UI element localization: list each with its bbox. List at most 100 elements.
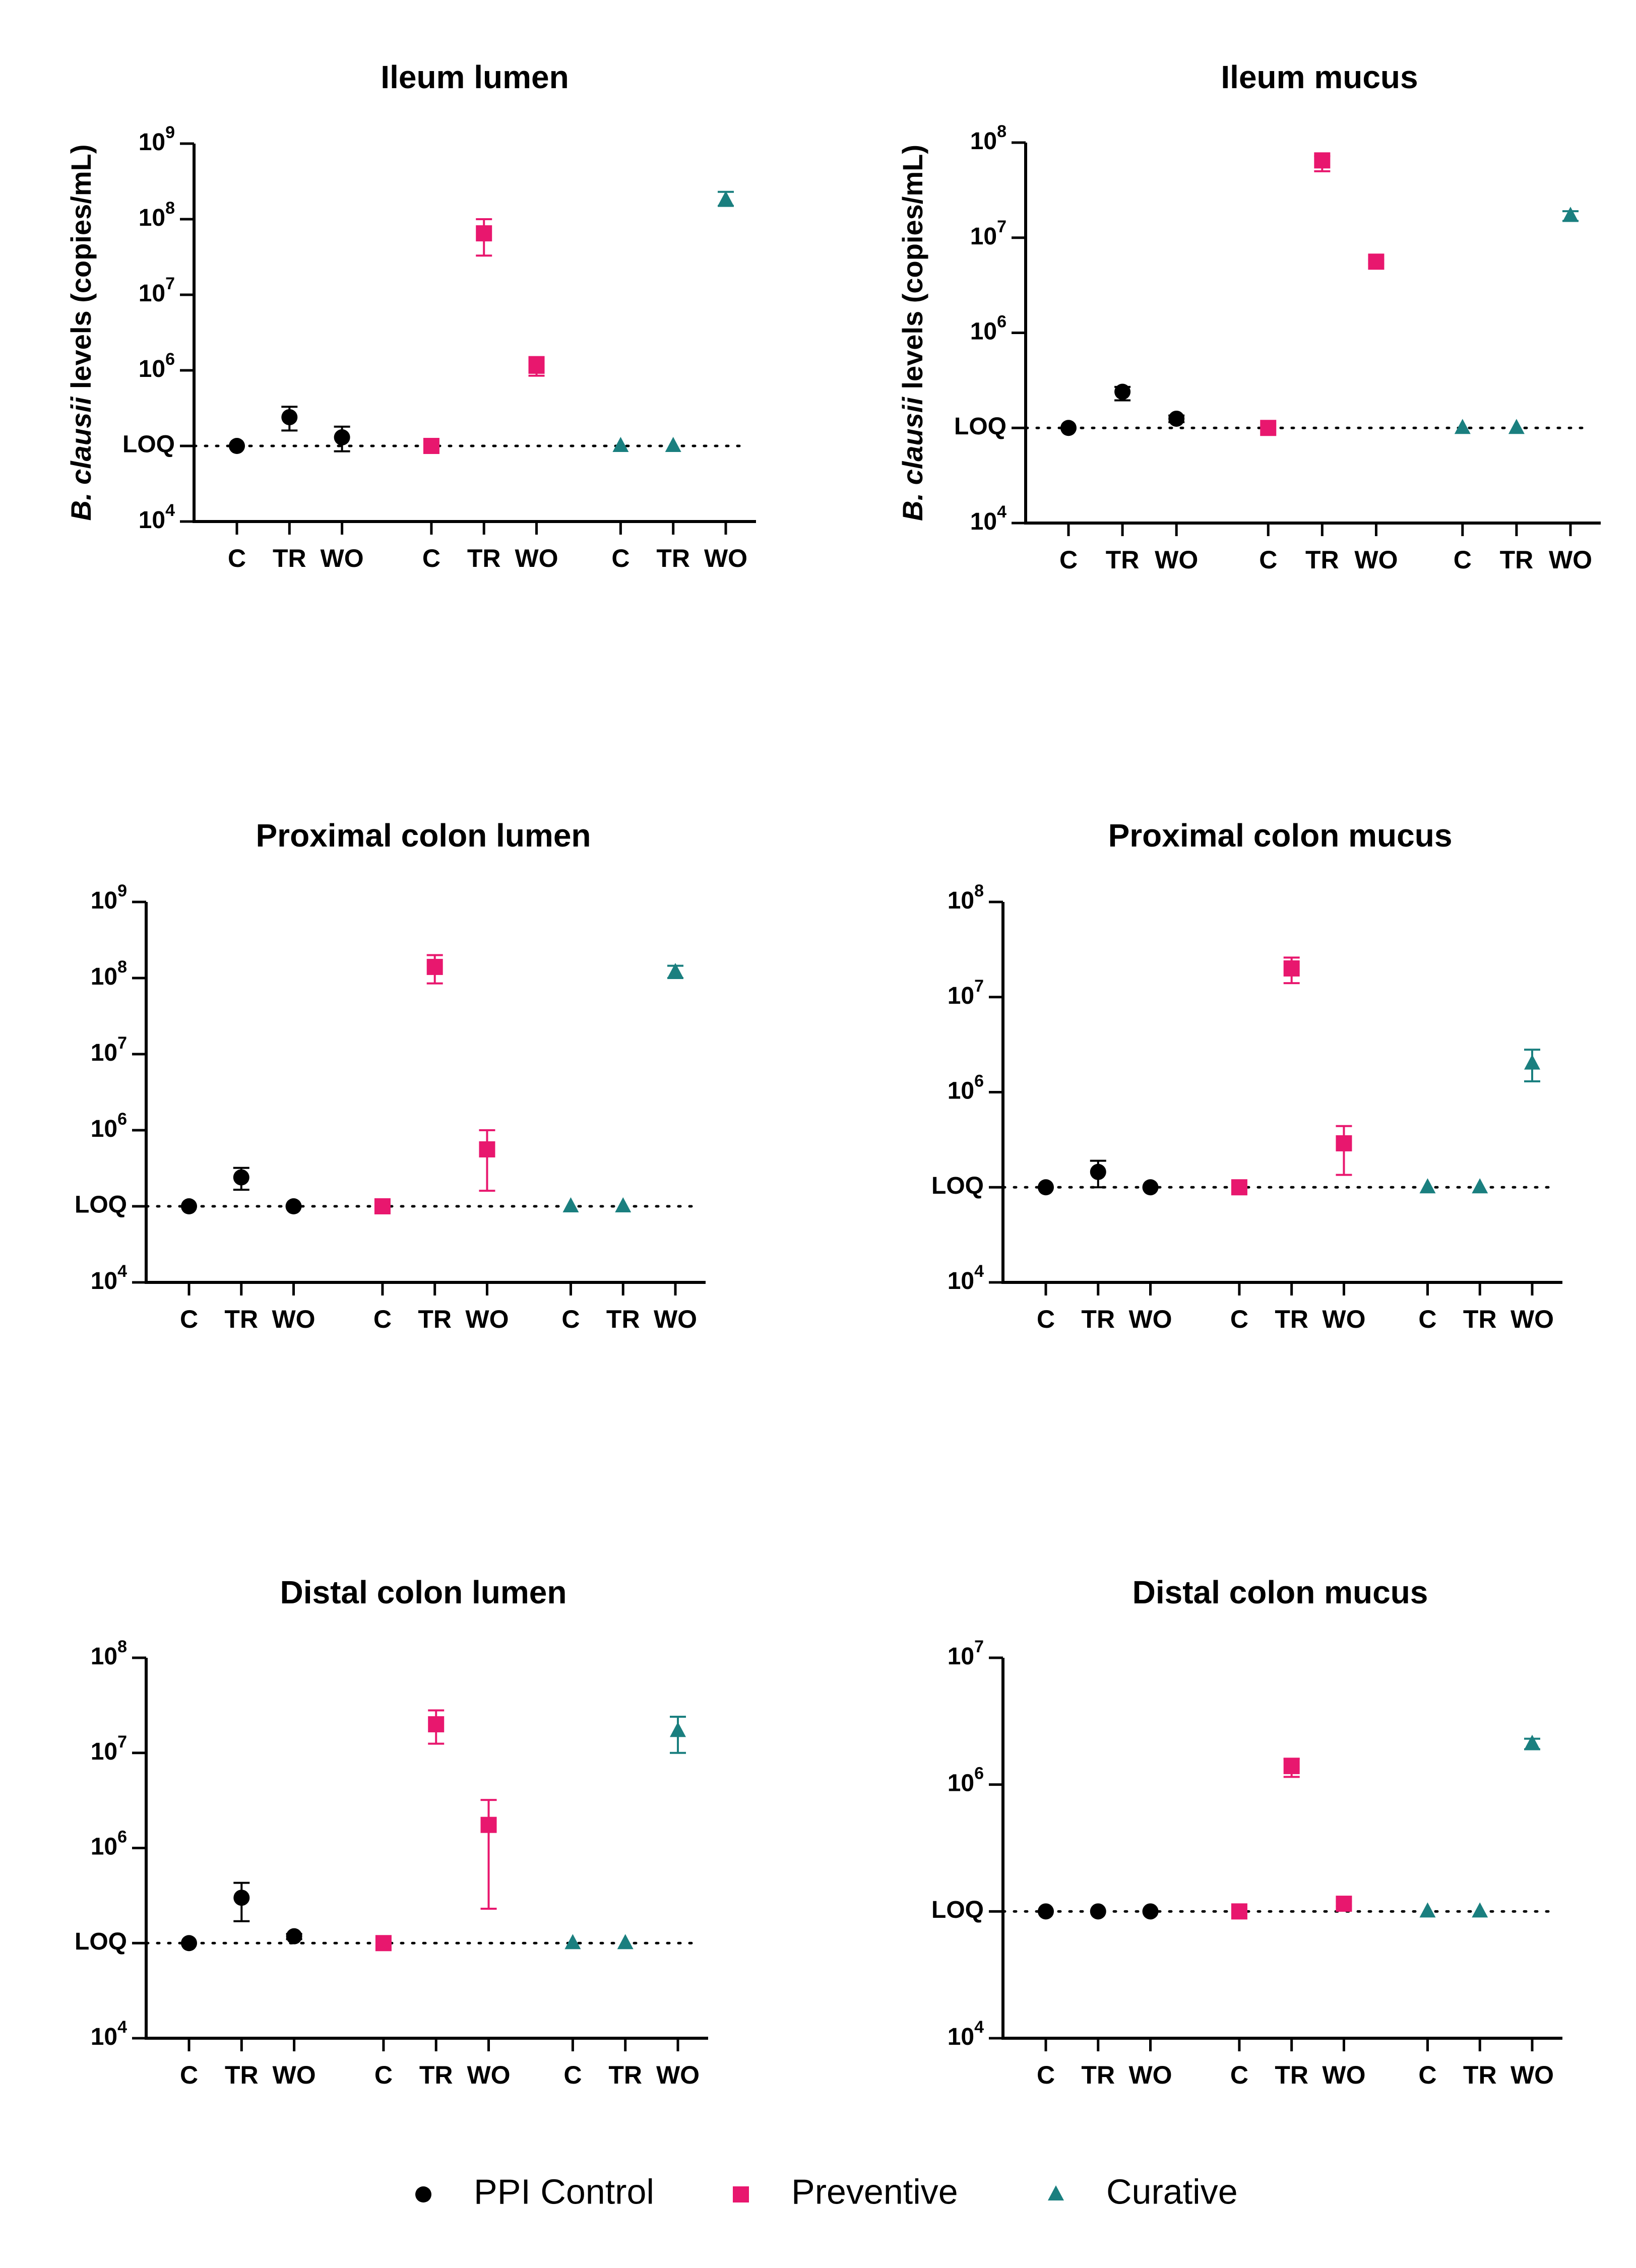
x-tick-label: WO <box>1549 546 1592 574</box>
chart-title: Distal colon lumen <box>280 1574 567 1610</box>
legend-marker <box>1048 2185 1064 2200</box>
data-point <box>1231 1179 1247 1196</box>
x-tick-label: C <box>180 2061 198 2089</box>
y-tick-label: 104 <box>970 502 1006 535</box>
data-point <box>1142 1179 1159 1196</box>
x-tick-label: C <box>373 1305 392 1333</box>
y-tick-label: 109 <box>139 123 175 156</box>
data-point <box>1336 1135 1352 1151</box>
x-tick-label: C <box>1454 546 1472 574</box>
x-tick-label: WO <box>1511 2061 1554 2089</box>
legend-marker <box>733 2186 749 2202</box>
x-tick-label: WO <box>272 1305 315 1333</box>
y-tick-label: 107 <box>948 1637 984 1670</box>
y-tick-label: 106 <box>91 1110 127 1142</box>
data-point <box>564 1934 581 1950</box>
data-point <box>528 357 545 374</box>
y-tick-label: 108 <box>139 199 175 231</box>
x-tick-label: C <box>1059 546 1078 574</box>
chart-title: Ileum lumen <box>381 59 569 95</box>
data-point <box>617 1934 634 1950</box>
x-tick-label: WO <box>1155 546 1198 574</box>
x-tick-label: TR <box>1305 546 1339 574</box>
data-point <box>1038 1903 1054 1920</box>
y-tick-label: 104 <box>948 2018 984 2050</box>
chart-panel-4: Proximal colon mucus 104 LOQ 106 107 108 C TR WO… <box>931 817 1562 1333</box>
data-point <box>423 438 439 454</box>
legend: PPI Control Preventive Curative <box>415 2172 1238 2211</box>
x-tick-label: TR <box>225 2061 259 2089</box>
data-point <box>1524 1054 1540 1070</box>
data-point <box>233 1169 249 1186</box>
data-point <box>665 437 681 452</box>
y-tick-label: 104 <box>139 501 175 534</box>
data-point <box>229 438 245 454</box>
data-point <box>1336 1896 1352 1912</box>
data-point <box>1419 1902 1436 1918</box>
data-point <box>286 1928 302 1945</box>
y-tick-label: LOQ <box>75 1928 127 1955</box>
y-tick-label: LOQ <box>954 413 1006 440</box>
y-tick-label: 106 <box>91 1827 127 1860</box>
data-point <box>1472 1902 1488 1918</box>
y-tick-label: 106 <box>948 1764 984 1797</box>
x-tick-label: WO <box>465 1305 509 1333</box>
y-tick-label: 108 <box>91 1637 127 1670</box>
data-point <box>670 1722 686 1737</box>
data-point <box>480 1817 497 1833</box>
x-tick-label: C <box>563 2061 582 2089</box>
data-point <box>1454 419 1471 434</box>
x-tick-label: WO <box>1322 1305 1365 1333</box>
x-tick-label: C <box>1230 1305 1248 1333</box>
x-tick-label: TR <box>608 2061 642 2089</box>
data-point <box>1260 420 1277 436</box>
y-tick-label: 107 <box>948 977 984 1009</box>
y-tick-label: LOQ <box>931 1897 984 1923</box>
y-tick-label: 108 <box>970 122 1006 155</box>
x-tick-label: C <box>1037 2061 1055 2089</box>
y-tick-label: 108 <box>91 957 127 990</box>
x-tick-label: TR <box>1463 1305 1497 1333</box>
data-point <box>1562 207 1579 222</box>
x-tick-label: C <box>1230 2061 1248 2089</box>
legend-marker <box>415 2186 431 2202</box>
data-point <box>1283 960 1300 977</box>
y-tick-label: 108 <box>948 881 984 914</box>
data-point <box>1090 1903 1106 1920</box>
chart-title: Proximal colon mucus <box>1108 817 1453 854</box>
y-tick-label: 107 <box>91 1732 127 1765</box>
data-point <box>233 1890 250 1906</box>
data-point <box>1231 1903 1247 1920</box>
y-tick-label: 106 <box>970 312 1006 345</box>
x-tick-label: C <box>228 544 246 572</box>
y-axis-label: B. clausii levels (copies/mL) <box>897 145 928 521</box>
data-point <box>1060 420 1077 436</box>
x-tick-label: WO <box>656 2061 700 2089</box>
data-point <box>1283 1758 1300 1774</box>
y-axis-label: B. clausii levels (copies/mL) <box>65 145 97 521</box>
x-tick-label: WO <box>1322 2061 1365 2089</box>
x-tick-label: TR <box>273 544 306 572</box>
data-point <box>1142 1903 1159 1920</box>
x-tick-label: TR <box>1463 2061 1497 2089</box>
chart-panel-2: Ileum mucus 104 LOQ 106 107 108 C TR WO C TR WO C TR W… <box>897 59 1601 574</box>
x-tick-label: TR <box>224 1305 258 1333</box>
y-tick-label: LOQ <box>931 1173 984 1199</box>
chart-title: Distal colon mucus <box>1132 1574 1428 1610</box>
y-tick-label: 107 <box>91 1033 127 1066</box>
x-tick-label: TR <box>418 1305 452 1333</box>
data-point <box>1524 1734 1540 1750</box>
data-point <box>285 1198 302 1214</box>
data-point <box>476 225 492 242</box>
x-tick-label: TR <box>1275 1305 1308 1333</box>
x-tick-label: WO <box>1128 1305 1172 1333</box>
y-tick-label: 106 <box>948 1071 984 1104</box>
y-tick-label: 104 <box>91 2018 127 2050</box>
x-tick-label: C <box>611 544 630 572</box>
x-tick-label: C <box>180 1305 198 1333</box>
x-tick-label: WO <box>273 2061 316 2089</box>
data-point <box>375 1935 392 1952</box>
data-point <box>1472 1178 1488 1194</box>
chart-panel-6: Distal colon mucus 104 LOQ 106 107 C TR WO C TR WO… <box>931 1574 1562 2089</box>
